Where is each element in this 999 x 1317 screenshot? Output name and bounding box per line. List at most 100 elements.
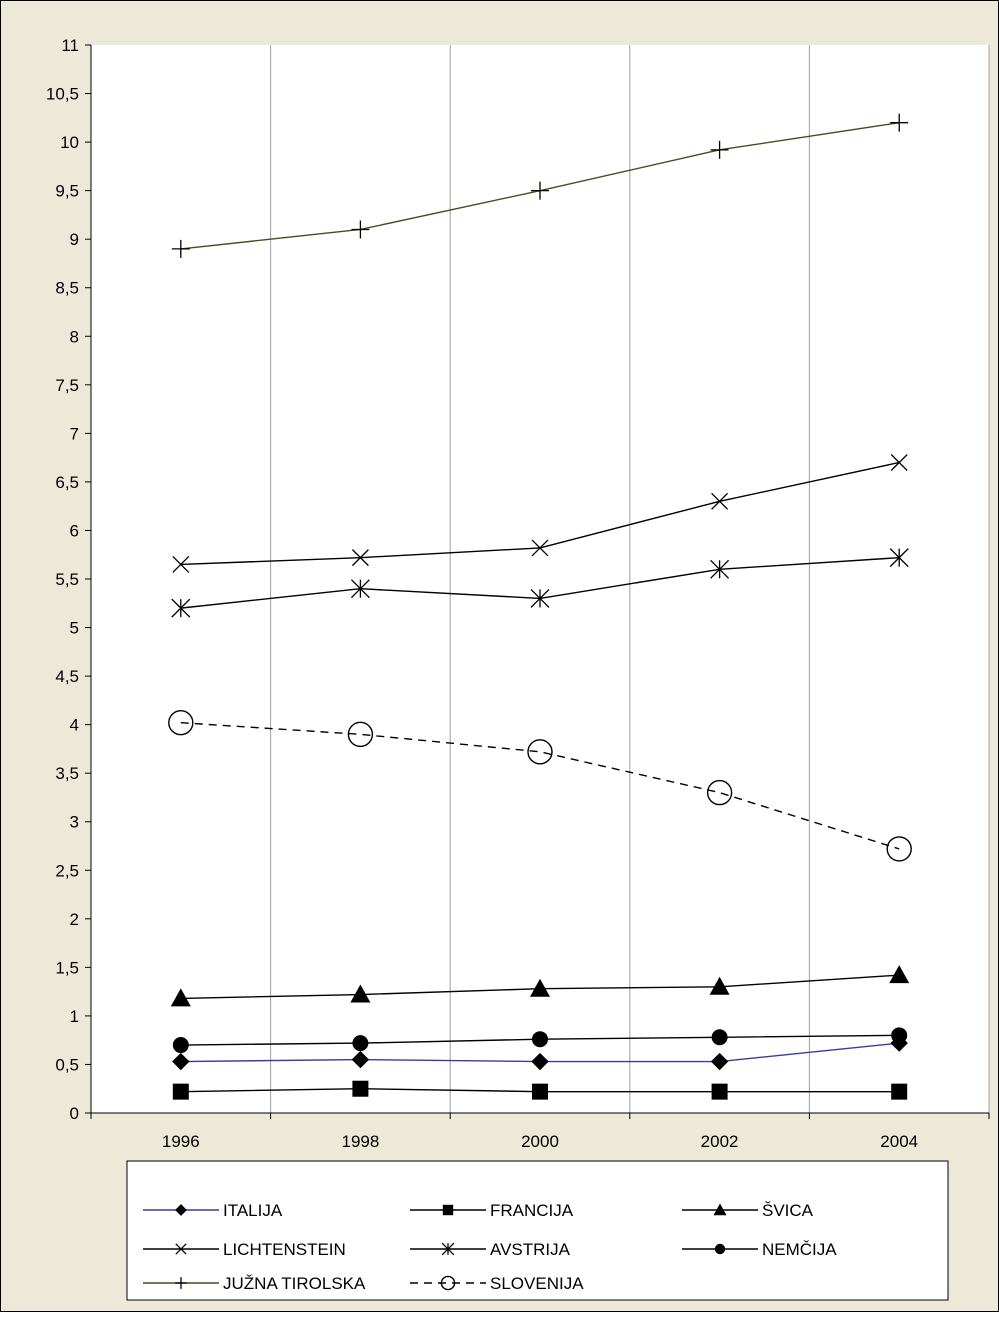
- data-point-nemcija: [532, 1031, 548, 1048]
- legend-label-lichtenstein: LICHTENSTEIN: [223, 1240, 346, 1259]
- legend-label-avstrija: AVSTRIJA: [490, 1240, 571, 1259]
- data-point-francija: [172, 1083, 189, 1100]
- legend-item-slovenija: SLOVENIJA: [410, 1274, 584, 1293]
- series-italija: [172, 1034, 908, 1071]
- y-tick-label: 9,5: [55, 182, 79, 201]
- series-lichtenstein: [172, 454, 908, 573]
- legend-marker-nemcija: [714, 1243, 726, 1255]
- legend-item-avstrija: AVSTRIJA: [410, 1240, 571, 1259]
- data-point-slovenija: [886, 836, 912, 862]
- legend-item-francija: FRANCIJA: [410, 1201, 574, 1220]
- data-point-lichtenstein: [531, 539, 549, 557]
- series-nemcija: [172, 1027, 908, 1054]
- data-point-slovenija: [168, 709, 194, 736]
- x-axis: 1996 1998 2000 2002 2004: [90, 1112, 990, 1151]
- y-tick-label: 4,5: [55, 667, 79, 686]
- x-tick-label: 2000: [521, 1132, 559, 1151]
- y-tick-label: 8,5: [55, 279, 79, 298]
- data-point-lichtenstein: [711, 492, 729, 510]
- legend-label-slovenija: SLOVENIJA: [490, 1274, 584, 1293]
- data-point-italija: [172, 1052, 190, 1071]
- data-point-avstrija: [530, 588, 550, 608]
- series-svica: [170, 965, 910, 1007]
- data-point-francija: [711, 1083, 728, 1100]
- legend: ITALIJA FRANCIJA ŠVICA LICHTENSTEIN AVSTRIJA…: [126, 1160, 949, 1301]
- data-point-juzna-tirolska: [531, 181, 549, 200]
- data-point-francija: [891, 1083, 908, 1100]
- legend-label-juzna-tirolska: JUŽNA TIROLSKA: [223, 1274, 366, 1293]
- series-slovenija: [168, 709, 912, 862]
- y-axis: 0 0,5 1 1,5 2 2,5 3 3,5 4 4,5 5 5,5 6 6,5 7 7,5 8 8,5 9 9,5…: [46, 36, 92, 1123]
- data-point-svica: [530, 978, 550, 997]
- legend-marker-lichtenstein: [175, 1243, 187, 1255]
- legend-label-francija: FRANCIJA: [490, 1201, 574, 1220]
- y-tick-label: 4: [70, 716, 79, 735]
- data-point-italija: [710, 1052, 729, 1071]
- y-tick-label: 0: [70, 1104, 79, 1123]
- data-point-juzna-tirolska: [710, 140, 729, 159]
- data-point-italija: [351, 1050, 370, 1069]
- series-francija: [172, 1080, 908, 1100]
- legend-label-italija: ITALIJA: [223, 1201, 283, 1220]
- legend-item-italija: ITALIJA: [143, 1201, 283, 1220]
- data-point-slovenija: [527, 739, 553, 765]
- grid-lines: [270, 45, 990, 1113]
- data-point-juzna-tirolska: [890, 113, 909, 132]
- y-tick-label: 3: [70, 813, 79, 832]
- data-point-italija: [531, 1052, 549, 1071]
- data-point-juzna-tirolska: [171, 239, 190, 258]
- legend-item-lichtenstein: LICHTENSTEIN: [143, 1240, 346, 1259]
- legend-marker-francija: [442, 1204, 454, 1216]
- data-point-juzna-tirolska: [351, 220, 370, 239]
- data-point-svica: [889, 965, 910, 984]
- legend-marker-slovenija: [440, 1275, 456, 1291]
- data-point-lichtenstein: [890, 454, 908, 471]
- legend-item-juzna-tirolska: JUŽNA TIROLSKA: [143, 1274, 366, 1293]
- legend-item-nemcija: NEMČIJA: [682, 1240, 837, 1259]
- y-tick-label: 10: [60, 133, 79, 152]
- data-point-francija: [532, 1083, 548, 1100]
- series-avstrija: [171, 548, 909, 618]
- y-tick-label: 1,5: [55, 958, 79, 977]
- y-tick-label: 6: [70, 521, 79, 540]
- series-juzna-tirolska: [171, 113, 909, 258]
- data-point-avstrija: [710, 559, 730, 579]
- legend-label-nemcija: NEMČIJA: [762, 1240, 837, 1259]
- data-point-nemcija: [891, 1027, 908, 1044]
- legend-item-svica: ŠVICA: [682, 1201, 814, 1220]
- y-tick-label: 1: [70, 1007, 79, 1026]
- y-tick-label: 8: [70, 327, 79, 346]
- series-line-slovenija: [180, 721, 900, 850]
- y-tick-label: 9: [70, 230, 79, 249]
- x-tick-label: 2002: [701, 1132, 739, 1151]
- y-tick-label: 2: [70, 910, 79, 929]
- data-point-lichtenstein: [172, 555, 190, 573]
- data-point-nemcija: [711, 1029, 728, 1046]
- x-tick-label: 1998: [341, 1132, 379, 1151]
- y-tick-label: 5: [70, 619, 79, 638]
- y-tick-label: 11: [61, 36, 79, 55]
- y-tick-label: 2,5: [55, 861, 79, 880]
- legend-marker-italija: [175, 1204, 187, 1216]
- y-tick-label: 3,5: [55, 764, 79, 783]
- legend-box: [126, 1160, 949, 1301]
- data-point-francija: [352, 1080, 369, 1097]
- data-point-svica: [350, 984, 371, 1003]
- data-point-lichtenstein: [351, 549, 369, 567]
- data-point-avstrija: [350, 579, 370, 599]
- y-tick-label: 5,5: [55, 570, 79, 589]
- data-point-svica: [709, 976, 730, 995]
- data-point-avstrija: [889, 548, 909, 568]
- legend-marker-juzna-tirolska: [175, 1277, 187, 1289]
- y-tick-label: 0,5: [55, 1055, 79, 1074]
- legend-label-svica: ŠVICA: [762, 1201, 814, 1220]
- data-point-slovenija: [706, 779, 733, 806]
- data-point-nemcija: [352, 1035, 369, 1052]
- x-tick-label: 1996: [162, 1132, 200, 1151]
- y-tick-label: 6,5: [55, 473, 79, 492]
- data-point-nemcija: [172, 1037, 189, 1054]
- data-point-avstrija: [171, 598, 191, 618]
- y-tick-label: 10,5: [46, 85, 79, 104]
